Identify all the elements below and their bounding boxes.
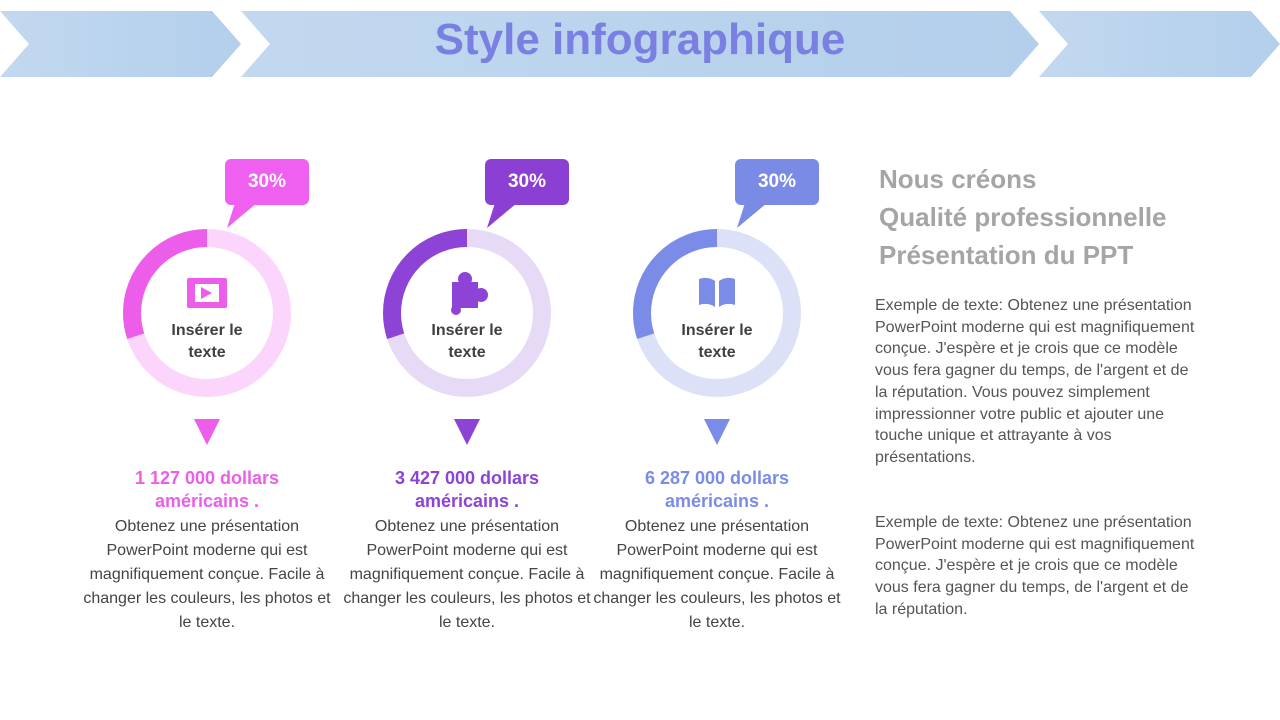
description: Obtenez une présentation PowerPoint mode…	[593, 518, 841, 631]
amount: 1 127 000 dollars américains .	[134, 468, 280, 511]
icon-video	[187, 278, 227, 308]
title: Style infographique	[434, 15, 846, 64]
side-paragraph: Exemple de texte: Obtenez une présentati…	[875, 514, 1195, 618]
side-heading: Présentation du PPT	[879, 240, 1134, 270]
chevron	[241, 11, 1039, 77]
callout-pointer	[227, 203, 257, 228]
chevron	[0, 11, 241, 77]
percent-label: 30%	[735, 159, 819, 205]
amount: 3 427 000 dollars américains .	[394, 468, 540, 511]
side-heading: Nous créons	[879, 164, 1037, 194]
callout-pointer	[487, 203, 517, 228]
side-paragraph: Exemple de texte: Obtenez une présentati…	[875, 297, 1195, 466]
percent-label: 30%	[225, 159, 309, 205]
center-label: Insérer le texte	[431, 322, 503, 361]
side-heading: Qualité professionnelle	[879, 202, 1167, 232]
icon-book	[699, 277, 735, 307]
amount: 6 287 000 dollars américains .	[644, 468, 790, 511]
chevron	[1039, 11, 1280, 77]
center-label: Insérer le texte	[681, 322, 753, 361]
percent-label: 30%	[485, 159, 569, 205]
down-arrow	[194, 419, 220, 445]
down-arrow	[454, 419, 480, 445]
ring-arc	[633, 229, 801, 397]
description: Obtenez une présentation PowerPoint mode…	[83, 518, 331, 631]
ring-arc	[123, 229, 291, 397]
ring-arc	[383, 229, 551, 397]
down-arrow	[704, 419, 730, 445]
icon-puzzle	[451, 272, 488, 315]
description: Obtenez une présentation PowerPoint mode…	[343, 518, 591, 631]
center-label: Insérer le texte	[171, 322, 243, 361]
callout-pointer	[737, 203, 767, 228]
